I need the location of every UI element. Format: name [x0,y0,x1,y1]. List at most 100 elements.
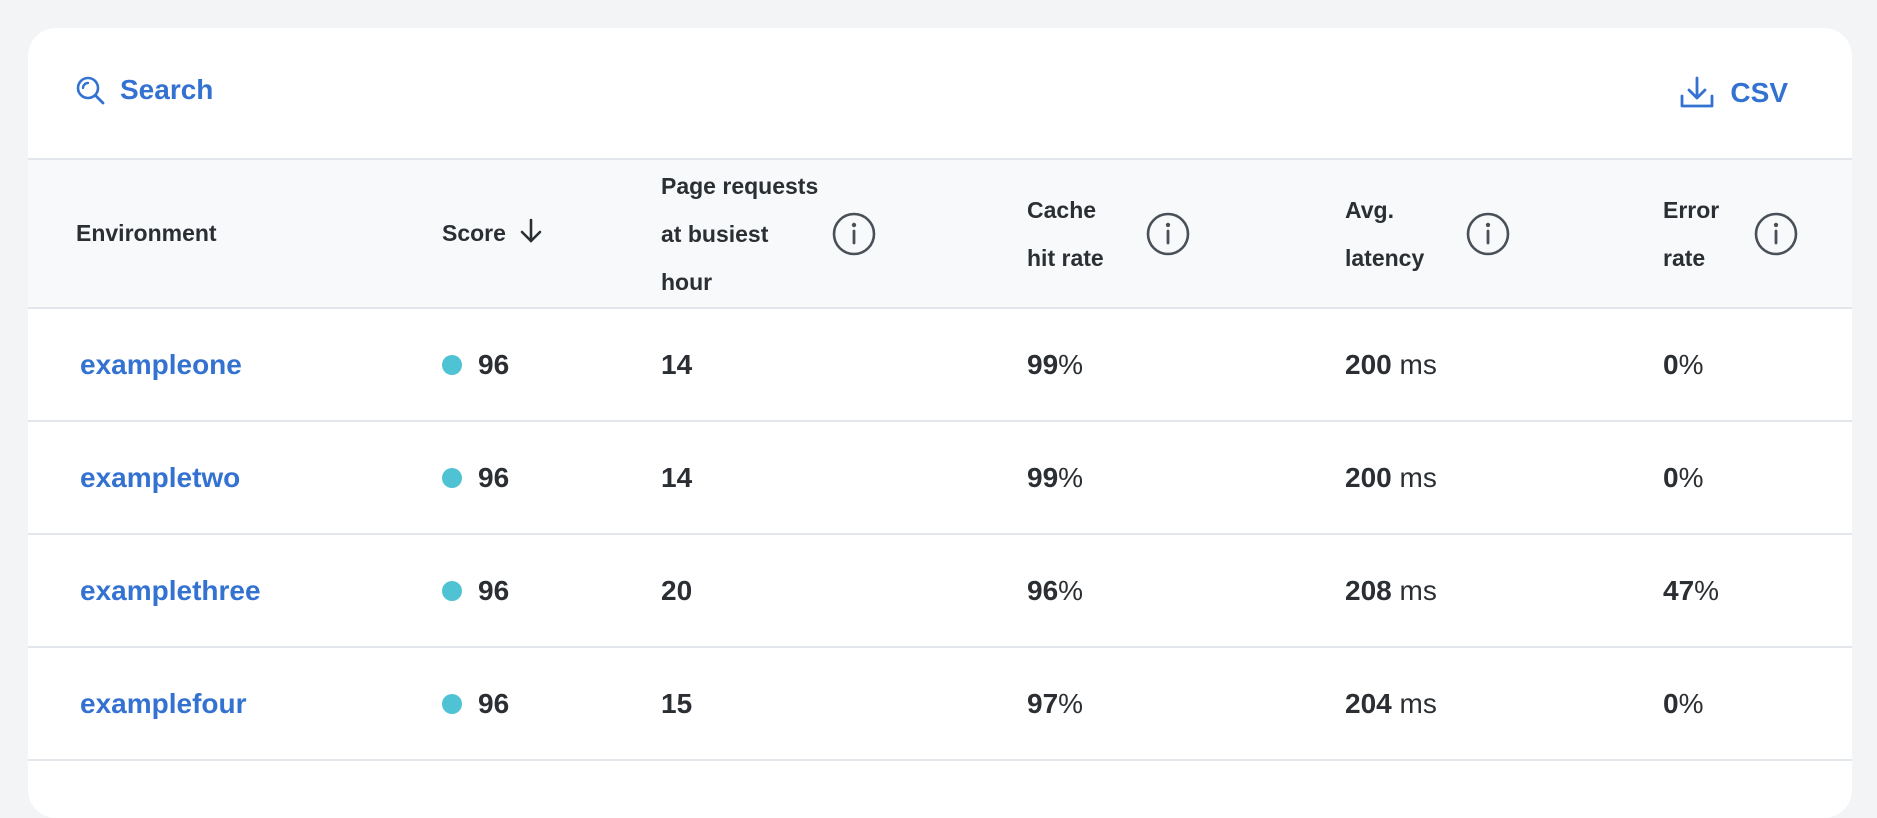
cache-value: 97 [1027,687,1059,719]
cache-value: 99 [1027,348,1059,380]
cache-hit-rate-cell: 99% [1027,421,1345,534]
cache-unit: % [1058,687,1084,719]
cache-unit: % [1058,574,1084,606]
environment-link[interactable]: examplefour [80,687,247,719]
error-rate-cell: 0% [1663,421,1852,534]
page-requests-cell: 14 [661,348,693,380]
cache-hit-rate-cell: 99% [1027,308,1345,421]
column-label-line: Cache [1027,196,1097,223]
csv-label: CSV [1730,77,1788,108]
score-cell: 96 [442,647,661,760]
environments-table: Environment Score [28,160,1852,761]
column-header-avg-latency: Avg. latency [1345,160,1663,308]
score-value: 96 [478,461,510,493]
score-value: 96 [478,687,510,719]
column-label-cache-hit-rate: Cache hit rate [1027,186,1145,282]
column-label-environment: Environment [76,220,217,246]
cache-hit-rate-cell: 96% [1027,534,1345,647]
latency-value: 200 [1345,461,1392,493]
info-icon[interactable] [1145,211,1191,257]
score-status-dot [442,467,462,488]
error-unit: % [1678,461,1704,493]
table-row: examplethree 96 20 96% 208 ms 47% [28,534,1852,647]
column-label-line: hour [661,268,713,295]
info-icon[interactable] [1465,211,1511,257]
environment-cell: examplefour [28,647,442,760]
search-icon [74,74,106,106]
search-label: Search [120,74,214,105]
avg-latency-cell: 200 ms [1345,308,1663,421]
column-label-line: latency [1345,244,1425,271]
column-label-line: hit rate [1027,244,1104,271]
environment-cell: exampleone [28,308,442,421]
column-label-line: at busiest [661,220,769,247]
environment-link[interactable]: exampletwo [80,461,241,493]
error-rate-cell: 47% [1663,534,1852,647]
error-rate-cell: 0% [1663,308,1852,421]
cache-value: 96 [1027,574,1059,606]
latency-unit: ms [1399,687,1437,719]
environment-link[interactable]: examplethree [80,574,261,606]
column-header-score[interactable]: Score [442,160,661,308]
table-row: examplefour 96 15 97% 204 ms 0% [28,647,1852,760]
error-value: 0 [1663,461,1679,493]
column-header-error-rate: Error rate [1663,160,1852,308]
table-header-row: Environment Score [28,160,1852,308]
score-status-dot [442,693,462,714]
latency-unit: ms [1399,348,1437,380]
score-cell: 96 [442,534,661,647]
avg-latency-cell: 200 ms [1345,421,1663,534]
error-value: 0 [1663,687,1679,719]
column-label-error-rate: Error rate [1663,186,1753,282]
page-requests-cell: 15 [661,687,693,719]
table-row: exampleone 96 14 99% 200 ms 0% [28,308,1852,421]
cache-hit-rate-cell: 97% [1027,647,1345,760]
score-status-dot [442,354,462,375]
environment-cell: examplethree [28,534,442,647]
info-icon[interactable] [831,211,877,257]
score-cell: 96 [442,308,661,421]
column-label-avg-latency: Avg. latency [1345,186,1465,282]
score-value: 96 [478,348,510,380]
score-cell: 96 [442,421,661,534]
csv-download-button[interactable]: CSV [1678,74,1788,112]
cache-unit: % [1058,348,1084,380]
column-header-page-requests: Page requests at busiest hour [661,160,1027,308]
score-status-dot [442,580,462,601]
info-icon[interactable] [1753,211,1799,257]
environment-link[interactable]: exampleone [80,348,242,380]
column-label-line: rate [1663,244,1706,271]
arrow-down-icon[interactable] [518,217,544,251]
error-value: 0 [1663,348,1679,380]
search-button[interactable]: Search [74,74,213,106]
error-unit: % [1694,574,1720,606]
environment-cell: exampletwo [28,421,442,534]
score-value: 96 [478,574,510,606]
latency-unit: ms [1399,574,1437,606]
page-requests-cell: 20 [661,574,693,606]
latency-value: 208 [1345,574,1392,606]
avg-latency-cell: 204 ms [1345,647,1663,760]
cache-value: 99 [1027,461,1059,493]
environments-card: Search CSV Environment Score [28,28,1852,818]
column-label-line: Error [1663,196,1720,223]
latency-value: 204 [1345,687,1392,719]
avg-latency-cell: 208 ms [1345,534,1663,647]
column-header-environment: Environment [28,160,442,308]
column-label-score: Score [442,220,506,246]
column-label-line: Avg. [1345,196,1394,223]
page-requests-cell: 14 [661,461,693,493]
latency-value: 200 [1345,348,1392,380]
table-row: exampletwo 96 14 99% 200 ms 0% [28,421,1852,534]
error-unit: % [1678,348,1704,380]
error-value: 47 [1663,574,1695,606]
download-icon [1678,74,1716,112]
toolbar: Search CSV [28,28,1852,160]
error-unit: % [1678,687,1704,719]
column-label-line: Page requests [661,172,819,199]
column-header-cache-hit-rate: Cache hit rate [1027,160,1345,308]
error-rate-cell: 0% [1663,647,1852,760]
column-label-page-requests: Page requests at busiest hour [661,162,831,306]
latency-unit: ms [1399,461,1437,493]
cache-unit: % [1058,461,1084,493]
